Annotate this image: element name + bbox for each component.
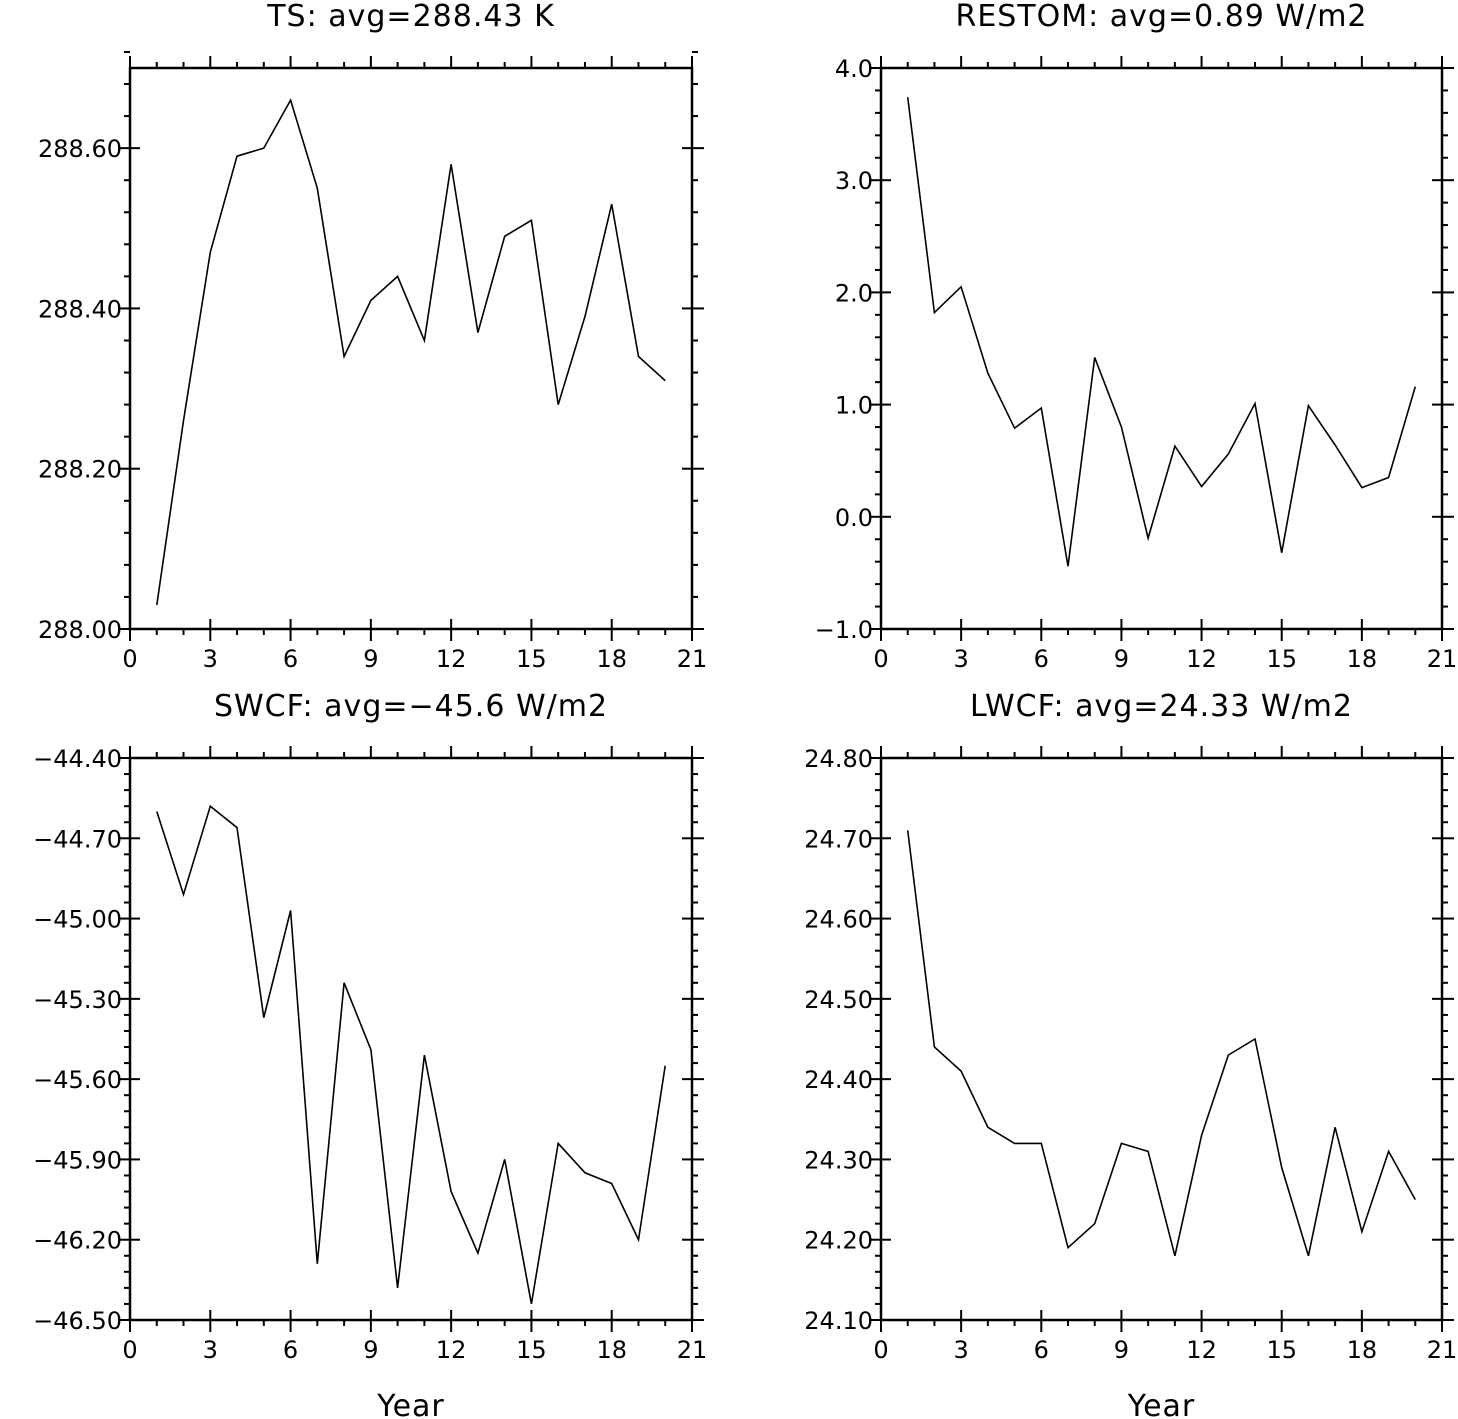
x-tick-label: 3 bbox=[203, 645, 218, 673]
x-tick-label: 21 bbox=[1427, 1336, 1458, 1364]
x-tick-label: 3 bbox=[954, 1336, 969, 1364]
y-tick-label: −45.30 bbox=[33, 986, 122, 1014]
x-tick-label: 0 bbox=[122, 1336, 137, 1364]
panel-lwcf: LWCF: avg=24.33 W/m2 0 3 6 9 12 15 18 21 24.10 24.… bbox=[804, 689, 1457, 1419]
y-tick-label: −1.0 bbox=[815, 616, 873, 644]
y-tick-label: 24.80 bbox=[804, 745, 873, 773]
x-tick-label: 15 bbox=[1266, 1336, 1297, 1364]
x-tick-label: 6 bbox=[283, 1336, 298, 1364]
y-tick-label: 4.0 bbox=[835, 55, 873, 83]
x-tick-label: 15 bbox=[516, 645, 547, 673]
x-tick-label: 15 bbox=[1266, 645, 1297, 673]
panel-swcf: SWCF: avg=−45.6 W/m2 0 3 6 9 12 15 18 21 −46.50 −4… bbox=[33, 689, 707, 1419]
x-tick-label: 18 bbox=[596, 1336, 627, 1364]
x-tick-label: 6 bbox=[1034, 645, 1049, 673]
x-tick-label: 18 bbox=[1347, 645, 1378, 673]
x-tick-label: 6 bbox=[283, 645, 298, 673]
y-tick-label: 288.60 bbox=[38, 135, 122, 163]
series-line bbox=[906, 830, 1416, 1257]
x-tick-label: 9 bbox=[363, 1336, 378, 1364]
chart-title: RESTOM: avg=0.89 W/m2 bbox=[955, 0, 1367, 34]
chart-title: TS: avg=288.43 K bbox=[266, 0, 555, 34]
panel-restom: RESTOM: avg=0.89 W/m2 0 3 6 9 12 15 18 21 −1.0 0.0… bbox=[815, 0, 1458, 673]
x-tick-label: 0 bbox=[122, 645, 137, 673]
x-tick-label: 21 bbox=[677, 1336, 708, 1364]
x-tick-label: 15 bbox=[516, 1336, 547, 1364]
x-tick-label: 9 bbox=[1114, 1336, 1129, 1364]
y-tick-label: 1.0 bbox=[835, 392, 873, 420]
y-tick-label: 24.10 bbox=[804, 1307, 873, 1335]
chart-title: SWCF: avg=−45.6 W/m2 bbox=[214, 689, 608, 724]
y-tick-label: 2.0 bbox=[835, 279, 873, 307]
y-tick-label: 24.60 bbox=[804, 906, 873, 934]
y-tick-label: −46.20 bbox=[33, 1227, 122, 1255]
x-tick-label: 3 bbox=[954, 645, 969, 673]
x-tick-label: 12 bbox=[1186, 645, 1217, 673]
chart-title: LWCF: avg=24.33 W/m2 bbox=[970, 689, 1353, 724]
x-tick-label: 12 bbox=[436, 1336, 467, 1364]
x-tick-label: 12 bbox=[1186, 1336, 1217, 1364]
y-tick-label: 3.0 bbox=[835, 167, 873, 195]
plot-frame bbox=[879, 756, 1444, 1322]
plot-frame bbox=[128, 66, 694, 631]
y-tick-label: −45.90 bbox=[33, 1146, 122, 1174]
y-tick-label: 288.40 bbox=[38, 295, 122, 323]
x-axis-label: Year bbox=[376, 1389, 445, 1419]
y-tick-label: 288.20 bbox=[38, 456, 122, 484]
x-tick-label: 21 bbox=[677, 645, 708, 673]
x-tick-label: 6 bbox=[1034, 1336, 1049, 1364]
y-tick-label: −44.70 bbox=[33, 825, 122, 853]
y-tick-label: 288.00 bbox=[38, 616, 122, 644]
y-tick-label: 24.50 bbox=[804, 986, 873, 1014]
x-tick-label: 21 bbox=[1427, 645, 1458, 673]
y-tick-label: −46.50 bbox=[33, 1307, 122, 1335]
x-tick-label: 12 bbox=[436, 645, 467, 673]
series-line bbox=[156, 804, 666, 1305]
x-tick-label: 9 bbox=[1114, 645, 1129, 673]
x-tick-label: 18 bbox=[596, 645, 627, 673]
plot-frame bbox=[128, 756, 694, 1322]
x-tick-label: 3 bbox=[203, 1336, 218, 1364]
x-tick-label: 0 bbox=[873, 645, 888, 673]
plot-frame bbox=[879, 66, 1444, 631]
y-tick-label: 24.20 bbox=[804, 1227, 873, 1255]
y-tick-label: 24.70 bbox=[804, 825, 873, 853]
x-tick-label: 18 bbox=[1347, 1336, 1378, 1364]
panel-ts: TS: avg=288.43 K 0 3 6 9 12 15 18 21 288.00 288.20… bbox=[38, 0, 707, 673]
series-line bbox=[906, 97, 1417, 567]
x-tick-label: 9 bbox=[363, 645, 378, 673]
y-tick-label: 24.30 bbox=[804, 1146, 873, 1174]
y-tick-label: −45.00 bbox=[33, 906, 122, 934]
y-tick-label: −45.60 bbox=[33, 1066, 122, 1094]
y-tick-label: 0.0 bbox=[835, 504, 873, 532]
y-tick-label: 24.40 bbox=[804, 1066, 873, 1094]
x-axis-label: Year bbox=[1127, 1389, 1196, 1419]
y-tick-label: −44.40 bbox=[33, 745, 122, 773]
series-line bbox=[156, 98, 666, 606]
x-tick-label: 0 bbox=[873, 1336, 888, 1364]
